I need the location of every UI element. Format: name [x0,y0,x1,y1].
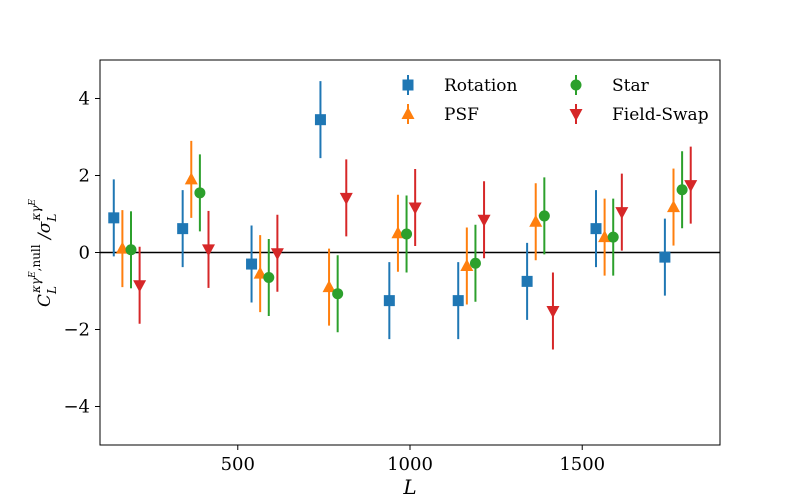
data-point-star [194,187,206,199]
ylabel-slash: /σ [35,221,55,244]
legend-entry-field-swap: Field-Swap [569,104,709,125]
data-point-psf [322,280,336,293]
svg-text:CLκγE,null /σLκγE: CLκγE,null /σLκγE [28,199,59,307]
data-point-rotation [177,223,189,235]
legend: Rotation PSF Star Field-Swap [401,75,709,125]
data-point-rotation [521,275,533,287]
legend-marker-rotation [402,79,414,91]
data-point-rotation [659,251,671,263]
data-point-psf [529,214,543,227]
series-rotation [108,81,671,340]
y-tick-label: −2 [63,320,90,341]
x-tick-label: 500 [221,454,255,475]
y-tick-label: 0 [79,243,90,264]
data-point-field-swap [202,244,215,257]
legend-marker-field-swap [569,109,583,121]
ylabel-den-sub: L [45,214,59,223]
ylabel-base: C [35,294,55,307]
data-point-psf [667,200,680,213]
ylabel-supsup: E [28,271,38,279]
data-point-rotation [590,223,602,235]
data-point-star [607,231,619,243]
y-tick-label: −4 [63,397,90,418]
data-point-psf [460,258,474,271]
data-point-field-swap [684,180,698,193]
data-point-star [263,272,275,284]
ticks: 500 1000 1500 −4 −2 0 2 4 [63,89,605,476]
series-star [125,151,688,333]
ylabel-den-supsup: E [28,199,38,207]
data-point-field-swap [270,248,284,261]
data-point-field-swap [477,214,491,227]
x-axis-label: L [402,475,416,499]
data-point-field-swap [546,306,560,319]
data-point-star [469,257,481,269]
data-point-field-swap [339,192,353,205]
legend-label: PSF [444,105,479,125]
data-point-star [676,184,688,196]
ylabel-sub: L [45,286,59,295]
legend-entry-rotation: Rotation [402,75,518,96]
x-tick-label: 1500 [559,454,605,475]
legend-label: Star [612,76,650,96]
data-point-star [401,228,413,240]
data-point-star [538,210,550,222]
data-point-psf [598,230,612,243]
data-point-psf [184,172,198,185]
ylabel-sup: κγ [29,277,43,294]
data-point-field-swap [408,202,422,215]
plot-area [100,81,720,350]
legend-marker-star [570,79,582,91]
data-point-star [332,288,344,300]
y-tick-label: 4 [79,89,90,110]
ylabel-supsuffix: ,null [29,244,43,271]
ylabel-den-sup: κγ [29,205,43,222]
legend-entry-psf: PSF [401,104,479,125]
y-tick-label: 2 [79,166,90,187]
data-point-psf [253,266,267,279]
legend-marker-psf [401,107,415,119]
data-point-rotation [314,114,326,126]
series-field-swap [133,146,698,350]
data-point-rotation [108,212,120,224]
data-point-psf [391,226,405,239]
series-psf [115,140,680,326]
legend-entry-star: Star [570,75,650,96]
data-point-star [125,244,137,256]
x-tick-label: 1000 [387,454,433,475]
y-axis-label: CLκγE,null /σLκγE [28,199,59,307]
data-point-field-swap [615,207,629,220]
data-point-rotation [383,295,395,307]
data-point-rotation [246,258,258,270]
legend-label: Field-Swap [612,105,709,125]
data-point-rotation [452,295,464,307]
data-point-field-swap [133,280,147,293]
legend-label: Rotation [444,76,518,96]
